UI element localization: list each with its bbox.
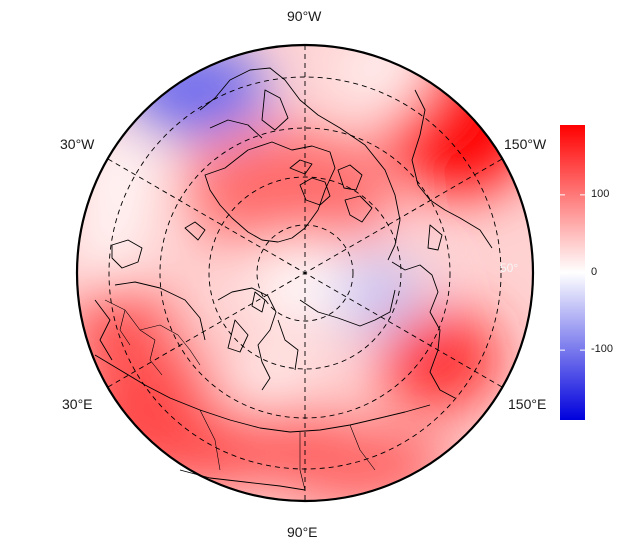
- longitude-label-top: 90°W: [287, 8, 322, 24]
- longitude-label-upper-left: 30°W: [60, 136, 95, 152]
- graticule: [107, 45, 503, 501]
- longitude-label-bottom: 90°E: [287, 524, 318, 540]
- colorbar-tick-label: -100: [591, 343, 614, 356]
- latitude-label: 50°: [500, 261, 519, 275]
- coastlines: [94, 67, 493, 491]
- colorbar-tick-label: 0: [591, 265, 598, 278]
- colorbar: [560, 125, 585, 420]
- longitude-label-lower-left: 30°E: [62, 396, 93, 412]
- longitude-label-upper-right: 150°W: [504, 136, 547, 152]
- longitude-label-lower-right: 150°E: [508, 396, 547, 412]
- map-border: [75, 43, 535, 503]
- colorbar-tick-label: 100: [591, 187, 610, 200]
